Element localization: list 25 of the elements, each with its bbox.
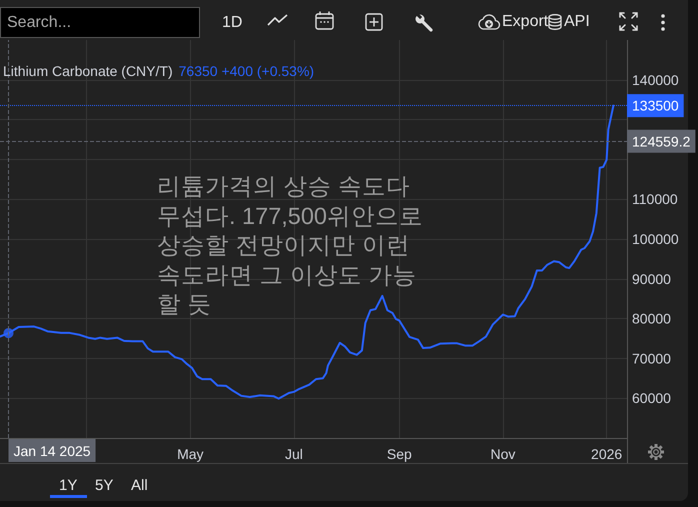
x-tick-label: Jul: [285, 446, 303, 462]
y-tick-label: 70000: [632, 350, 672, 366]
x-tick-label: 2026: [591, 446, 622, 462]
x-tick-label: May: [177, 446, 204, 462]
text: Search...: [7, 14, 72, 32]
annotation: 리튬가격의 상승 속도다 무섭다. 177,500위안으로 상승할 전망이지만 이런 속도라면 그 이상도 가능할 듯: [157, 172, 424, 319]
text: All: [131, 477, 148, 495]
annotation: 76350 +400 (+0.53%): [178, 63, 314, 80]
y-tick-label: 60000: [632, 390, 672, 406]
y-tick-label: 80000: [632, 310, 672, 327]
ref-line-label: 124559.2: [632, 133, 691, 150]
text: 5Y: [95, 477, 114, 495]
text: API: [564, 13, 590, 31]
ref-line-label: Jan 14 2025: [13, 443, 91, 459]
y-tick-label: 140000: [632, 72, 679, 88]
text: Lithium Carbonate (CNY/T): [3, 63, 173, 80]
x-tick-label: Sep: [386, 446, 412, 462]
x-tick-label: Nov: [490, 446, 516, 462]
ref-line-label: 133500: [632, 98, 679, 114]
text: Export: [502, 13, 548, 31]
y-tick-label: 90000: [632, 270, 672, 287]
y-tick-label: 110000: [632, 191, 678, 208]
text: 1D: [222, 14, 242, 32]
text: 1Y: [59, 477, 78, 495]
y-tick-label: 100000: [632, 231, 679, 247]
